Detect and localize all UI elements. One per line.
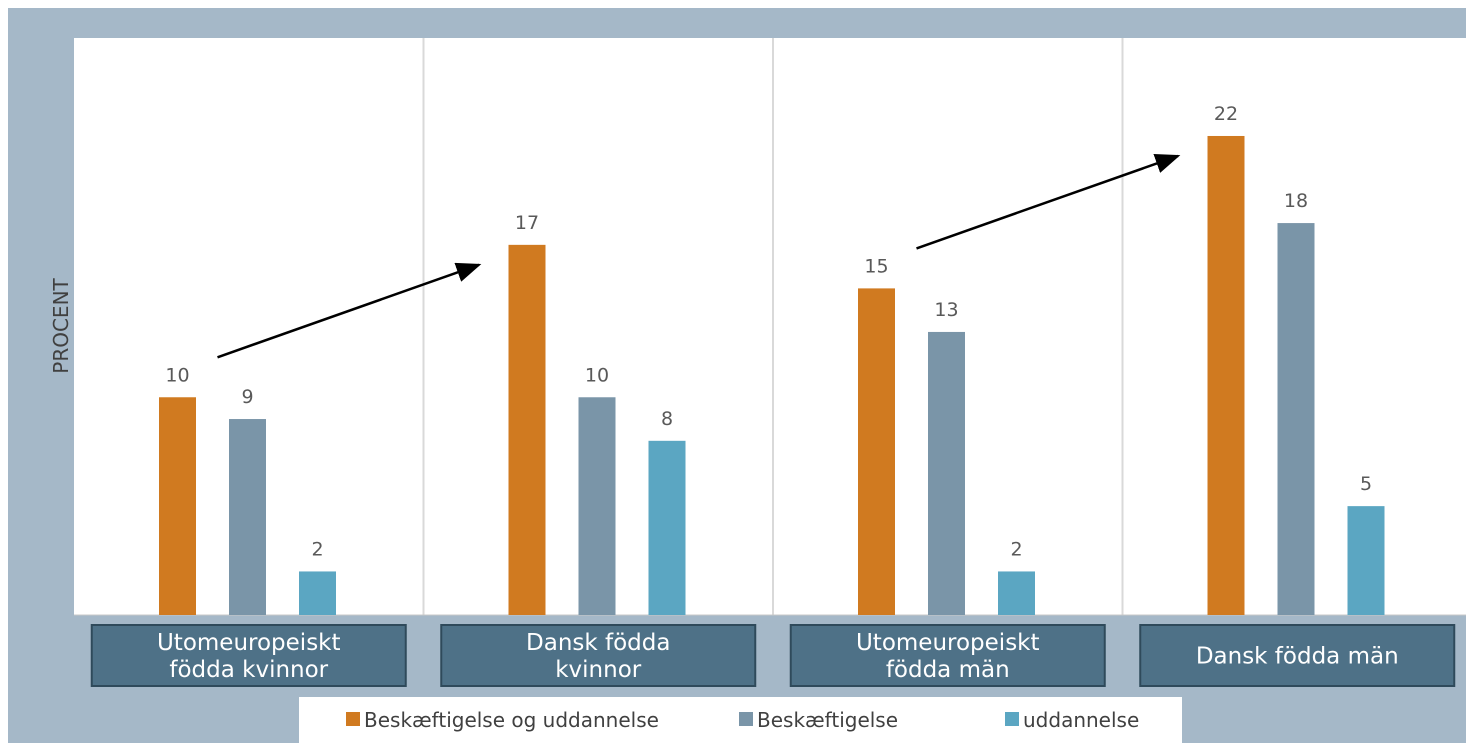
category-box (440, 624, 757, 687)
category-label: Dansk födda män (1196, 644, 1399, 670)
bar (1207, 135, 1245, 615)
category-box (90, 624, 407, 687)
legend-swatch (1005, 712, 1019, 726)
category-label: Utomeuropeiskt (856, 630, 1040, 656)
trend-arrows (217, 154, 1181, 359)
bar (299, 571, 336, 615)
bar (578, 397, 616, 615)
category-dividers (422, 38, 1124, 615)
bar (1277, 223, 1315, 615)
legend-swatch (346, 712, 360, 726)
legend-swatch (739, 712, 753, 726)
plot-area (74, 38, 1466, 615)
category-box (1139, 624, 1456, 687)
category-label: födda män (886, 657, 1010, 683)
data-label: 2 (1010, 538, 1022, 560)
category-box (789, 624, 1106, 687)
bar (858, 288, 895, 615)
bar (928, 331, 965, 615)
legend: Beskæftigelse og uddannelse Beskæftigelse… (299, 697, 1182, 743)
bar (508, 244, 546, 615)
data-label: 15 (864, 255, 888, 277)
data-label: 8 (661, 408, 673, 430)
data-label: 22 (1214, 103, 1238, 125)
category-label: födda kvinnor (169, 657, 328, 683)
data-label: 18 (1284, 190, 1308, 212)
data-label: 17 (515, 212, 539, 234)
data-label: 5 (1360, 473, 1372, 495)
bar (229, 419, 266, 615)
bars (159, 135, 1385, 615)
legend-label: Beskæftigelse og uddannelse (364, 708, 659, 732)
bar (998, 571, 1035, 615)
data-label: 9 (241, 386, 253, 408)
legend-label: Beskæftigelse (757, 708, 898, 732)
bar (648, 440, 686, 615)
trend-arrow (217, 262, 482, 359)
bar (159, 397, 196, 615)
category-label: kvinnor (555, 657, 642, 683)
y-axis-label: PROCENT (49, 277, 73, 373)
category-label: Utomeuropeiskt (157, 630, 341, 656)
category-label: Dansk födda (526, 630, 670, 656)
data-label: 13 (934, 299, 958, 321)
data-label: 2 (311, 538, 323, 560)
trend-arrow (916, 154, 1181, 250)
legend-label: uddannelse (1023, 708, 1139, 732)
data-label: 10 (585, 364, 609, 386)
bar (1347, 506, 1385, 615)
data-label: 10 (165, 364, 189, 386)
